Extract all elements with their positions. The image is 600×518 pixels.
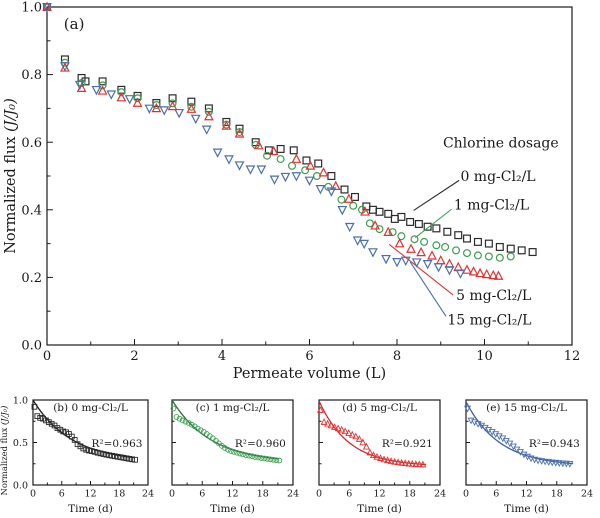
x-tick-label: 12 <box>520 489 532 500</box>
x-axis-label: Time (d) <box>210 503 255 515</box>
series-0-mg-cl-l <box>42 2 537 257</box>
x-tick-label: 18 <box>551 489 563 500</box>
panel-a-main-chart: 0 2 4 6 8 10 12 0.0 0.2 0.4 0.6 0.8 1.0 Permeate volu… <box>3 1 581 382</box>
x-tick-label: 24 <box>142 489 154 500</box>
x-tick-label: 6 <box>493 489 499 500</box>
y-tick-label: 1.0 <box>13 395 28 406</box>
subplot-row: 0 6 12 18 24 0.0 0.5 1.0 Time (d) Normalized flux… <box>0 392 600 518</box>
panel-e-chart: 0 6 12 18 24 Time (d) (e) 15 mg-Cl₂/L R²=0.943 <box>463 399 593 515</box>
legend-leader-line <box>388 243 454 296</box>
panel-c-chart: 0 6 12 18 24 Time (d) (c) 1 mg-Cl₂/L R²=0.960 <box>169 399 299 515</box>
y-axis-label: Normalized flux (J/J₀) <box>3 98 19 254</box>
x-tick-label: 0 <box>316 489 322 500</box>
x-tick-label: 24 <box>287 489 299 500</box>
x-tick-label: 18 <box>404 489 416 500</box>
x-tick-label: 12 <box>564 349 581 364</box>
panel-a-label: (a) <box>64 15 85 33</box>
x-tick-label: 6 <box>59 489 65 500</box>
x-tick-label: 6 <box>346 489 352 500</box>
legend-label: 15 mg-Cl₂/L <box>447 313 531 329</box>
x-tick-label: 8 <box>393 349 401 364</box>
y-tick-label: 0.6 <box>21 136 42 151</box>
x-tick-label: 2 <box>130 349 138 364</box>
x-tick-label: 6 <box>199 489 205 500</box>
r2-label: R²=0.921 <box>382 438 433 450</box>
series-15-mg-cl-l <box>42 3 466 279</box>
legend-label: 0 mg-Cl₂/L <box>460 169 535 185</box>
legend-leader-line <box>409 261 447 317</box>
subplot-series <box>170 405 283 464</box>
r2-label: R²=0.960 <box>235 438 286 450</box>
x-tick-label: 4 <box>218 349 226 364</box>
legend-leader-line <box>415 208 453 238</box>
x-tick-label: 12 <box>84 489 96 500</box>
x-tick-label: 6 <box>305 349 313 364</box>
subplot-title: (d) 5 mg-Cl₂/L <box>342 402 417 414</box>
panel-d-chart: 0 6 12 18 24 Time (d) (d) 5 mg-Cl₂/L R²=0.921 <box>316 399 446 515</box>
x-tick-label: 0 <box>169 489 175 500</box>
x-tick-label: 10 <box>476 349 493 364</box>
x-tick-label: 12 <box>373 489 385 500</box>
y-tick-label: 0.2 <box>21 271 42 286</box>
r2-label: R²=0.963 <box>91 438 142 450</box>
x-axis-label: Time (d) <box>68 503 113 515</box>
x-tick-label: 0 <box>43 349 51 364</box>
x-tick-label: 0 <box>463 489 469 500</box>
y-axis-label: Normalized flux (J/J₀) <box>0 406 9 496</box>
x-axis-label: Time (d) <box>357 503 402 515</box>
x-tick-label: 24 <box>434 489 446 500</box>
series-1-mg-cl-l <box>42 2 515 262</box>
subplot-title: (b) 0 mg-Cl₂/L <box>53 402 128 414</box>
x-tick-label: 18 <box>113 489 125 500</box>
panel-b-chart: 0 6 12 18 24 0.0 0.5 1.0 Time (d) Normalized flux… <box>0 395 154 515</box>
subplot-title: (c) 1 mg-Cl₂/L <box>196 402 270 414</box>
series-5-mg-cl-l <box>42 1 504 280</box>
y-tick-label: 0.4 <box>21 203 42 218</box>
subplot-series <box>317 406 427 468</box>
x-tick-label: 24 <box>581 489 593 500</box>
legend-leader-line <box>413 179 460 211</box>
subplot-series <box>464 405 574 468</box>
y-tick-label: 0.5 <box>13 438 28 449</box>
x-axis-label: Permeate volume (L) <box>233 366 386 382</box>
legend-label: 5 mg-Cl₂/L <box>456 288 531 304</box>
y-tick-label: 1.0 <box>21 1 42 16</box>
x-tick-label: 18 <box>257 489 269 500</box>
subplot-series <box>31 403 138 463</box>
y-tick-label: 0.0 <box>21 339 42 354</box>
legend-title: Chlorine dosage <box>443 135 559 151</box>
x-axis-label: Time (d) <box>504 503 549 515</box>
subplot-title: (e) 15 mg-Cl₂/L <box>486 402 567 414</box>
x-tick-label: 12 <box>226 489 238 500</box>
y-tick-label: 0.0 <box>13 480 28 491</box>
y-tick-label: 0.8 <box>21 68 42 83</box>
legend-label: 1 mg-Cl₂/L <box>454 198 529 214</box>
r2-label: R²=0.943 <box>529 438 580 450</box>
x-tick-label: 0 <box>30 489 36 500</box>
